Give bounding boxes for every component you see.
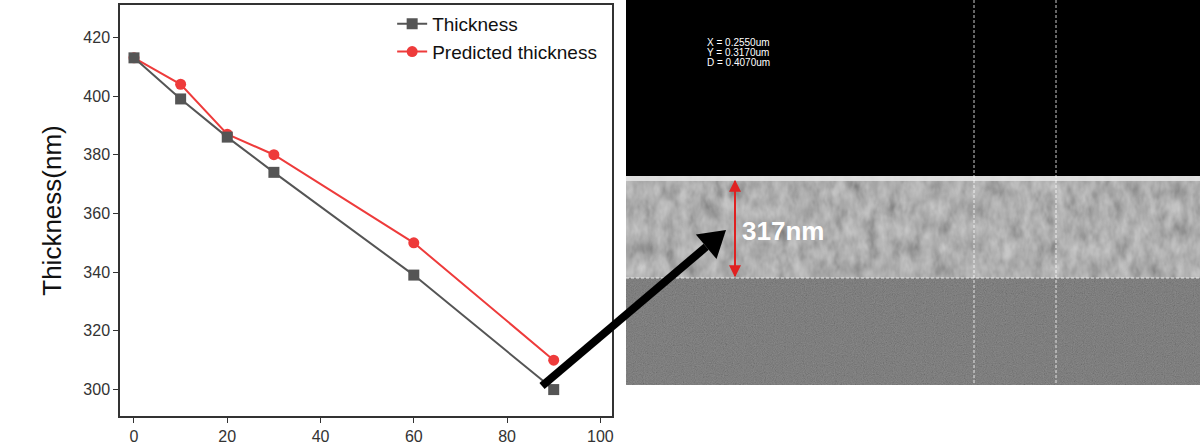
svg-text:Y = 0.3170um: Y = 0.3170um bbox=[707, 47, 769, 58]
svg-text:100: 100 bbox=[587, 428, 614, 445]
svg-text:Thickness: Thickness bbox=[432, 14, 518, 35]
svg-text:20: 20 bbox=[218, 428, 236, 445]
svg-text:40: 40 bbox=[312, 428, 330, 445]
svg-text:0: 0 bbox=[130, 428, 139, 445]
svg-text:400: 400 bbox=[83, 88, 110, 105]
svg-text:320: 320 bbox=[83, 322, 110, 339]
svg-text:Predicted thickness: Predicted thickness bbox=[432, 42, 597, 63]
svg-text:420: 420 bbox=[83, 29, 110, 46]
svg-text:D = 0.4070um: D = 0.4070um bbox=[707, 57, 770, 68]
svg-text:60: 60 bbox=[405, 428, 423, 445]
svg-text:380: 380 bbox=[83, 146, 110, 163]
svg-text:317nm: 317nm bbox=[742, 216, 824, 246]
svg-text:Thickness(nm): Thickness(nm) bbox=[37, 125, 67, 295]
svg-text:X = 0.2550um: X = 0.2550um bbox=[707, 37, 770, 48]
svg-text:360: 360 bbox=[83, 205, 110, 222]
svg-text:80: 80 bbox=[498, 428, 516, 445]
svg-text:340: 340 bbox=[83, 264, 110, 281]
svg-text:300: 300 bbox=[83, 381, 110, 398]
